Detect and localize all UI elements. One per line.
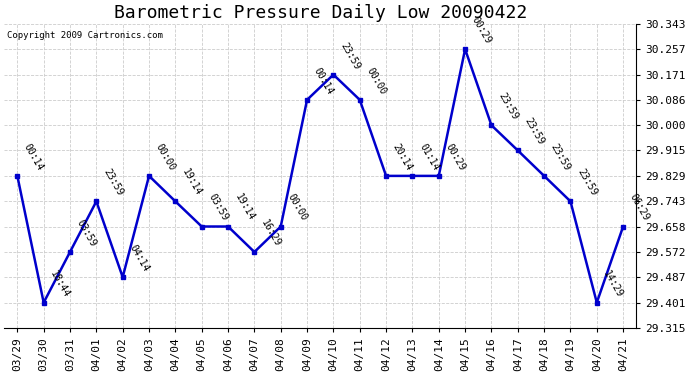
Text: Copyright 2009 Cartronics.com: Copyright 2009 Cartronics.com xyxy=(8,32,164,40)
Text: 23:59: 23:59 xyxy=(522,116,546,147)
Text: 00:29: 00:29 xyxy=(444,142,467,172)
Text: 23:59: 23:59 xyxy=(575,167,598,198)
Text: 00:00: 00:00 xyxy=(286,192,309,223)
Text: 04:14: 04:14 xyxy=(128,243,151,273)
Text: 03:59: 03:59 xyxy=(206,192,230,223)
Text: 19:14: 19:14 xyxy=(233,192,256,223)
Title: Barometric Pressure Daily Low 20090422: Barometric Pressure Daily Low 20090422 xyxy=(114,4,527,22)
Text: 01:14: 01:14 xyxy=(417,142,440,172)
Text: 19:14: 19:14 xyxy=(180,167,204,198)
Text: 23:59: 23:59 xyxy=(101,167,124,198)
Text: 00:14: 00:14 xyxy=(22,142,46,172)
Text: 20:14: 20:14 xyxy=(391,142,414,172)
Text: 23:59: 23:59 xyxy=(496,91,520,122)
Text: 00:14: 00:14 xyxy=(312,66,335,96)
Text: 03:59: 03:59 xyxy=(75,218,98,248)
Text: 23:59: 23:59 xyxy=(549,142,572,172)
Text: 23:59: 23:59 xyxy=(338,40,362,71)
Text: 00:00: 00:00 xyxy=(154,142,177,172)
Text: 00:00: 00:00 xyxy=(364,66,388,96)
Text: 00:29: 00:29 xyxy=(470,15,493,45)
Text: 06:29: 06:29 xyxy=(628,192,651,223)
Text: 18:44: 18:44 xyxy=(48,268,72,299)
Text: 14:29: 14:29 xyxy=(602,268,625,299)
Text: 16:29: 16:29 xyxy=(259,218,282,248)
